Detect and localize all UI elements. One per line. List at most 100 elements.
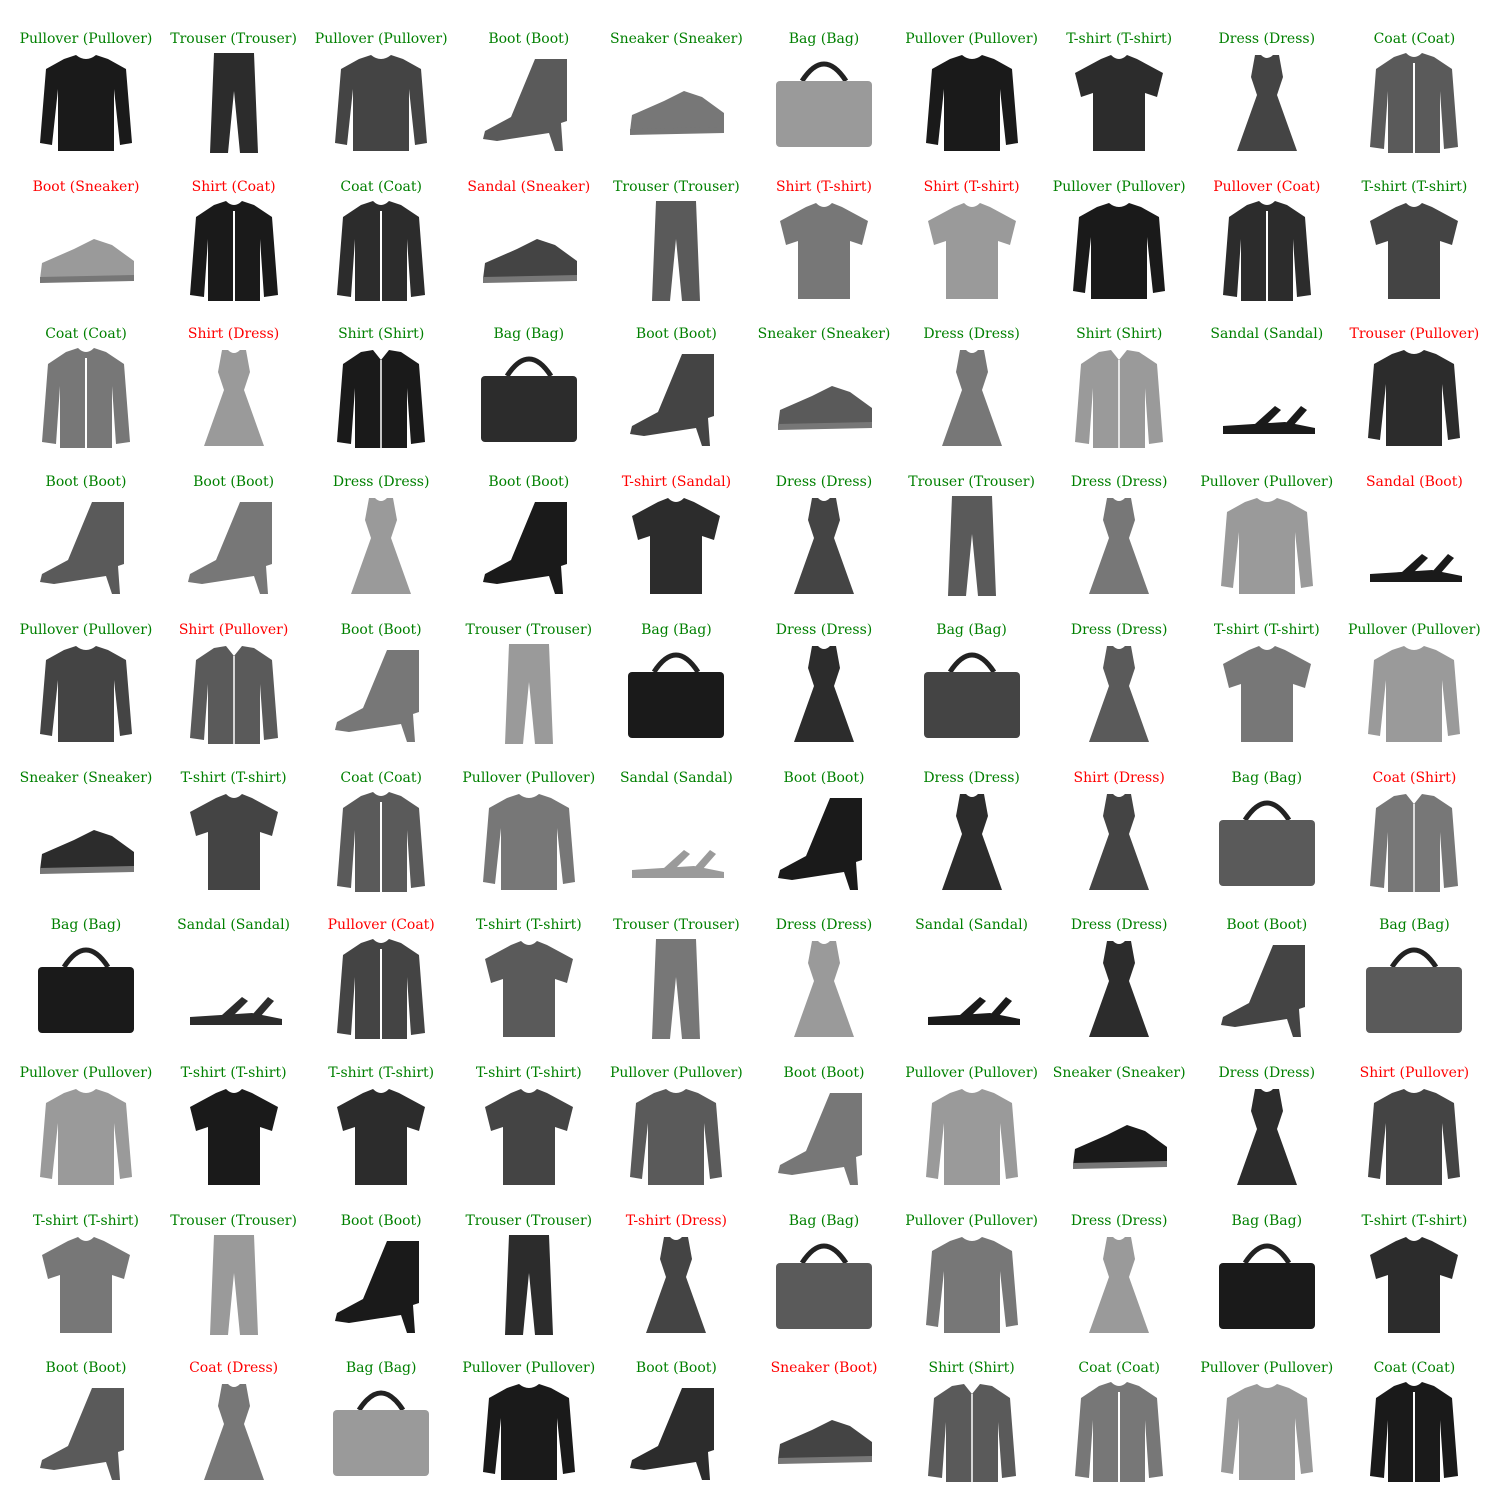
prediction-panel: Pullover (Pullover)	[307, 8, 455, 155]
prediction-label: Bag (Bag)	[1379, 917, 1450, 934]
prediction-panel: Dress (Dress)	[898, 747, 1046, 894]
prediction-label: Shirt (Dress)	[1073, 769, 1165, 786]
prediction-panel: Coat (Coat)	[1340, 8, 1488, 155]
prediction-label: Sandal (Boot)	[1365, 474, 1463, 491]
prediction-label: Dress (Dress)	[1218, 1064, 1316, 1081]
prediction-label: Sandal (Sandal)	[915, 917, 1029, 934]
prediction-label: Coat (Coat)	[1373, 1360, 1456, 1377]
prediction-panel: Trouser (Trouser)	[455, 1190, 603, 1337]
prediction-label: Pullover (Pullover)	[19, 621, 153, 638]
sandal-icon	[1215, 346, 1319, 450]
prediction-panel: Boot (Boot)	[602, 303, 750, 450]
prediction-panel: Shirt (Dress)	[1045, 747, 1193, 894]
prediction-label: Trouser (Trouser)	[465, 1212, 593, 1229]
prediction-label: Sneaker (Sneaker)	[19, 769, 153, 786]
prediction-label: Boot (Boot)	[635, 326, 717, 343]
prediction-panel: Sandal (Sandal)	[898, 894, 1046, 1041]
prediction-panel: T-shirt (T-shirt)	[455, 894, 603, 1041]
prediction-label: Pullover (Pullover)	[905, 31, 1038, 47]
prediction-label: Boot (Boot)	[340, 1212, 422, 1229]
tshirt-icon	[1362, 1233, 1466, 1337]
prediction-label: Dress (Dress)	[923, 769, 1020, 786]
prediction-panel: Coat (Coat)	[307, 156, 455, 303]
prediction-panel: Coat (Dress)	[160, 1337, 308, 1484]
tshirt-icon	[772, 199, 876, 303]
prediction-label: Shirt (Shirt)	[928, 1360, 1015, 1377]
prediction-panel: Bag (Bag)	[1340, 894, 1488, 1041]
prediction-panel: Coat (Coat)	[307, 747, 455, 894]
prediction-label: Shirt (Pullover)	[178, 621, 289, 638]
prediction-label: Pullover (Pullover)	[314, 31, 448, 47]
prediction-panel: Boot (Boot)	[307, 1190, 455, 1337]
bag-icon	[1362, 937, 1466, 1041]
prediction-label: Coat (Dress)	[189, 1360, 279, 1377]
prediction-panel: Dress (Dress)	[1193, 8, 1341, 155]
trouser-icon	[477, 1233, 581, 1337]
prediction-panel: T-shirt (T-shirt)	[1340, 1190, 1488, 1337]
prediction-label: Boot (Boot)	[783, 1064, 865, 1081]
prediction-panel: Boot (Boot)	[1193, 894, 1341, 1041]
prediction-label: T-shirt (T-shirt)	[180, 769, 287, 786]
prediction-panel: Sneaker (Sneaker)	[1045, 1042, 1193, 1189]
prediction-panel: Pullover (Pullover)	[455, 1337, 603, 1484]
prediction-label: Bag (Bag)	[788, 1212, 860, 1229]
prediction-label: Pullover (Pullover)	[1347, 621, 1481, 638]
pullover-icon	[34, 51, 138, 155]
prediction-panel: Dress (Dress)	[1045, 451, 1193, 598]
tshirt-icon	[624, 494, 728, 598]
trouser-icon	[477, 642, 581, 746]
prediction-label: Shirt (T-shirt)	[923, 178, 1020, 195]
prediction-panel: Sneaker (Sneaker)	[12, 747, 160, 894]
prediction-label: Pullover (Pullover)	[1200, 474, 1334, 491]
boot-icon	[772, 1085, 876, 1189]
prediction-label: Coat (Coat)	[1373, 31, 1456, 47]
prediction-panel: Pullover (Pullover)	[12, 8, 160, 155]
tshirt-icon	[1067, 51, 1171, 155]
prediction-label: Pullover (Coat)	[1213, 178, 1321, 195]
prediction-panel: Boot (Boot)	[750, 1042, 898, 1189]
prediction-panel: Pullover (Coat)	[307, 894, 455, 1041]
prediction-label: Trouser (Trouser)	[613, 178, 740, 195]
prediction-panel: T-shirt (T-shirt)	[1340, 156, 1488, 303]
dress-icon	[772, 494, 876, 598]
prediction-panel: T-shirt (T-shirt)	[455, 1042, 603, 1189]
dress-icon	[182, 1380, 286, 1484]
prediction-label: Pullover (Coat)	[327, 917, 435, 934]
prediction-label: Coat (Coat)	[1078, 1360, 1160, 1377]
prediction-label: Trouser (Trouser)	[170, 1212, 297, 1229]
prediction-panel: Dress (Dress)	[1193, 1042, 1341, 1189]
prediction-label: Dress (Dress)	[775, 917, 873, 934]
dress-icon	[1067, 937, 1171, 1041]
dress-icon	[772, 642, 876, 746]
sandal-icon	[1362, 494, 1466, 598]
prediction-panel: Trouser (Trouser)	[160, 1190, 308, 1337]
prediction-label: Boot (Boot)	[635, 1360, 717, 1377]
prediction-panel: Shirt (Shirt)	[898, 1337, 1046, 1484]
prediction-panel: Shirt (Pullover)	[160, 599, 308, 746]
prediction-label: T-shirt (T-shirt)	[328, 1064, 435, 1081]
pullover-icon	[1362, 346, 1466, 450]
prediction-panel: Sandal (Sandal)	[1193, 303, 1341, 450]
prediction-panel: Boot (Boot)	[160, 451, 308, 598]
prediction-panel: T-shirt (T-shirt)	[1045, 8, 1193, 155]
shirt-icon	[182, 642, 286, 746]
bag-icon	[920, 642, 1024, 746]
prediction-label: Pullover (Pullover)	[19, 31, 153, 47]
prediction-panel: Trouser (Trouser)	[160, 8, 308, 155]
trouser-icon	[920, 494, 1024, 598]
prediction-label: Boot (Boot)	[45, 474, 127, 491]
prediction-label: Sandal (Sandal)	[177, 917, 291, 934]
pullover-icon	[477, 1380, 581, 1484]
prediction-label: Shirt (Pullover)	[1359, 1064, 1470, 1081]
prediction-label: Shirt (Dress)	[187, 326, 280, 343]
prediction-panel: Sneaker (Boot)	[750, 1337, 898, 1484]
prediction-panel: Sneaker (Sneaker)	[602, 8, 750, 155]
boot-icon	[34, 494, 138, 598]
prediction-panel: Bag (Bag)	[602, 599, 750, 746]
prediction-label: Boot (Boot)	[783, 769, 865, 786]
coat-icon	[1215, 199, 1319, 303]
dress-icon	[1067, 1233, 1171, 1337]
sneaker-icon	[34, 199, 138, 303]
prediction-panel: Bag (Bag)	[1193, 747, 1341, 894]
coat-icon	[34, 346, 138, 450]
